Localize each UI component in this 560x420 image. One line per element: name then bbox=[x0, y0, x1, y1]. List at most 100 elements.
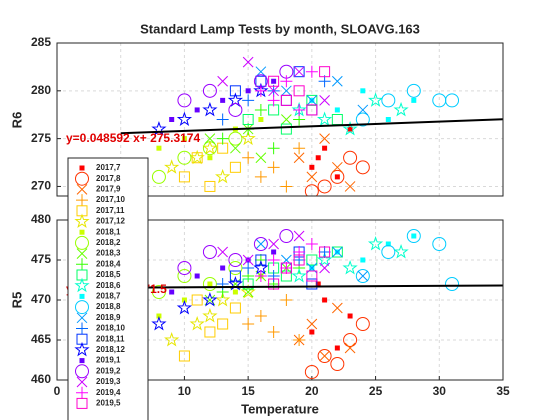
marker bbox=[164, 159, 180, 174]
marker bbox=[268, 75, 280, 87]
legend-label: 2018,5 bbox=[96, 270, 121, 279]
marker bbox=[169, 117, 175, 122]
legend-marker bbox=[76, 258, 88, 271]
marker bbox=[291, 267, 307, 283]
marker bbox=[217, 75, 229, 87]
legend-label: 2019,5 bbox=[96, 399, 121, 408]
marker bbox=[268, 238, 279, 250]
marker bbox=[228, 253, 243, 267]
marker bbox=[331, 302, 343, 314]
axes-box bbox=[56, 42, 504, 197]
marker bbox=[334, 107, 340, 113]
x-tick-label: 0 bbox=[54, 384, 61, 398]
legend-marker bbox=[75, 300, 89, 315]
marker bbox=[306, 318, 318, 330]
marker bbox=[347, 313, 353, 319]
marker bbox=[293, 85, 305, 97]
legend-label: 2017,9 bbox=[96, 185, 121, 194]
x-tick-label: 35 bbox=[496, 384, 510, 398]
marker bbox=[202, 245, 217, 259]
marker bbox=[207, 281, 213, 287]
marker bbox=[315, 281, 321, 287]
marker bbox=[189, 315, 205, 331]
marker bbox=[254, 170, 267, 183]
marker bbox=[293, 254, 305, 266]
marker bbox=[367, 235, 384, 251]
marker bbox=[293, 66, 305, 78]
marker bbox=[215, 291, 231, 307]
marker bbox=[306, 171, 318, 183]
marker bbox=[331, 246, 343, 258]
legend-label: 2018,4 bbox=[96, 259, 121, 268]
marker bbox=[232, 289, 238, 295]
marker bbox=[202, 101, 218, 117]
marker bbox=[169, 289, 175, 295]
legend-box bbox=[67, 157, 149, 420]
marker bbox=[318, 246, 331, 258]
marker bbox=[279, 229, 294, 243]
fit-line bbox=[120, 118, 503, 135]
marker bbox=[228, 261, 243, 275]
marker bbox=[254, 310, 267, 322]
marker bbox=[254, 270, 267, 282]
marker bbox=[319, 133, 330, 144]
marker bbox=[271, 249, 277, 255]
marker bbox=[217, 246, 229, 258]
marker bbox=[242, 254, 254, 266]
marker bbox=[306, 104, 318, 116]
marker bbox=[293, 66, 305, 78]
marker bbox=[322, 145, 328, 151]
marker bbox=[330, 357, 345, 371]
legend-label: 2017,12 bbox=[96, 217, 125, 226]
marker bbox=[229, 270, 241, 282]
marker bbox=[204, 180, 216, 192]
x-axis-label: Temperature bbox=[241, 401, 319, 416]
marker bbox=[304, 184, 319, 196]
marker bbox=[360, 88, 366, 94]
y-axis-label: R5 bbox=[9, 292, 24, 309]
legend-label: 2019,1 bbox=[96, 356, 121, 365]
marker bbox=[306, 278, 318, 290]
legend-label: 2017,11 bbox=[96, 206, 125, 215]
marker bbox=[304, 365, 319, 379]
marker bbox=[255, 152, 267, 164]
marker bbox=[331, 161, 343, 173]
marker bbox=[267, 94, 280, 107]
marker bbox=[306, 254, 318, 266]
marker bbox=[176, 111, 193, 126]
legend-marker bbox=[76, 376, 88, 388]
marker bbox=[381, 93, 396, 108]
marker bbox=[267, 270, 280, 282]
marker bbox=[202, 140, 218, 155]
axes-box bbox=[56, 219, 504, 381]
marker bbox=[204, 326, 216, 338]
marker bbox=[309, 164, 315, 170]
legend-label: 2017,8 bbox=[96, 174, 121, 183]
legend-label: 2018,2 bbox=[96, 238, 121, 247]
marker bbox=[344, 342, 356, 354]
marker bbox=[305, 238, 318, 250]
marker bbox=[319, 246, 331, 258]
legend-label: 2018,11 bbox=[96, 334, 125, 343]
marker bbox=[355, 317, 370, 331]
legend-label: 2018,7 bbox=[96, 292, 121, 301]
marker bbox=[216, 132, 229, 145]
marker bbox=[242, 151, 255, 164]
y-tick-label: 465 bbox=[31, 332, 51, 346]
marker bbox=[228, 131, 243, 146]
legend-marker bbox=[76, 322, 88, 335]
y-tick-label: 480 bbox=[31, 212, 51, 226]
y-tick-label: 460 bbox=[31, 372, 51, 386]
marker bbox=[202, 141, 217, 156]
marker bbox=[355, 269, 370, 283]
marker bbox=[242, 114, 254, 125]
marker bbox=[178, 171, 190, 183]
marker bbox=[177, 93, 192, 108]
marker bbox=[319, 350, 330, 362]
marker bbox=[280, 94, 292, 106]
y-tick-label: 280 bbox=[31, 83, 51, 97]
marker bbox=[202, 277, 217, 291]
marker bbox=[347, 126, 353, 132]
markers bbox=[120, 56, 503, 196]
legend-marker bbox=[74, 341, 90, 357]
